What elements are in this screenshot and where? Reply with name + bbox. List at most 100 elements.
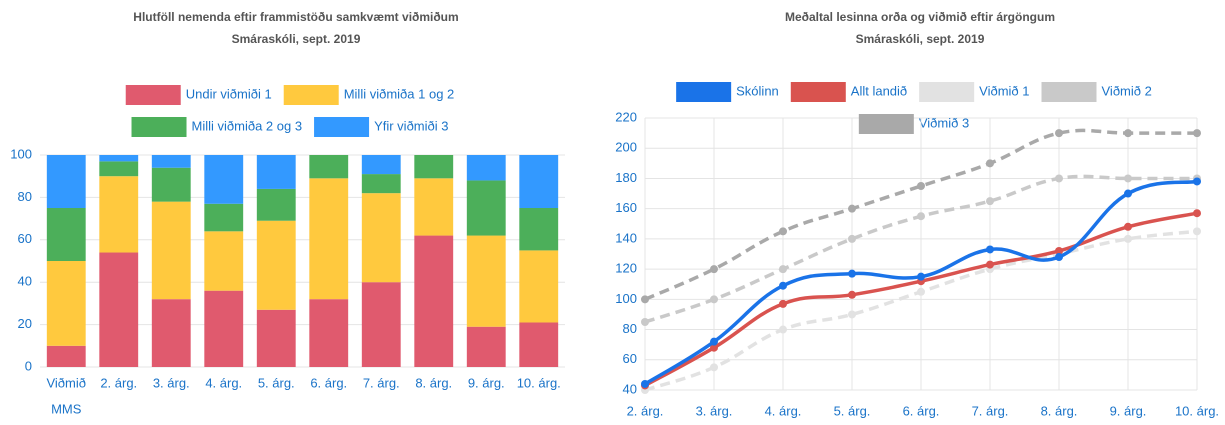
bar-segment (204, 155, 244, 204)
x-tick-label: 6. árg. (903, 403, 940, 418)
bar-segment (204, 203, 244, 232)
x-tick-label: 10. árg. (517, 375, 561, 390)
bar-segment (151, 299, 191, 367)
bar-segment (519, 322, 559, 367)
bar-segment (414, 178, 454, 236)
y-tick-label: 80 (623, 321, 637, 336)
point (848, 204, 856, 213)
point (1055, 246, 1063, 255)
point (779, 281, 787, 290)
point (779, 265, 787, 274)
point (1124, 129, 1132, 138)
point (1124, 174, 1132, 183)
x-tick-label: 3. árg. (153, 375, 190, 390)
point (779, 227, 787, 236)
chart-title: Hlutföll nemenda eftir frammistöðu samkv… (133, 10, 458, 24)
x-tick-label: 7. árg. (972, 403, 1009, 418)
point (848, 269, 856, 278)
y-tick-label: 220 (615, 109, 637, 124)
legend-swatch (283, 85, 339, 105)
chart-title: Meðaltal lesinna orða og viðmið eftir ár… (785, 10, 1055, 24)
bar-segment (519, 208, 559, 251)
point (710, 337, 718, 346)
point (1124, 222, 1132, 231)
chart-subtitle: Smáraskóli, sept. 2019 (856, 32, 985, 46)
point (1055, 253, 1063, 262)
bar-segment (519, 250, 559, 323)
y-tick-label: 160 (615, 200, 637, 215)
point (917, 272, 925, 281)
y-tick-label: 200 (615, 140, 637, 155)
bar-segment (466, 235, 506, 327)
x-tick-label: 9. árg. (1110, 403, 1147, 418)
x-tick-label: 4. árg. (205, 375, 242, 390)
point (986, 159, 994, 168)
chart-subtitle: Smáraskóli, sept. 2019 (232, 32, 361, 46)
y-tick-label: 100 (10, 146, 32, 161)
legend-swatch (125, 85, 181, 105)
x-tick-label: 10. árg. (1175, 403, 1219, 418)
x-tick-label: 7. árg. (363, 375, 400, 390)
y-tick-label: 180 (615, 170, 637, 185)
bar-segment (466, 326, 506, 367)
bar-segment (204, 290, 244, 367)
bar-segment (256, 220, 296, 310)
point (986, 260, 994, 269)
y-tick-label: 80 (18, 189, 32, 204)
bar-segment (414, 235, 454, 367)
bar-segment (46, 208, 86, 261)
legend-label: Viðmið 2 (1102, 83, 1152, 98)
bar-segment (361, 155, 401, 175)
x-tick-label: MMS (51, 401, 82, 416)
legend-label: Undir viðmiði 1 (186, 86, 272, 101)
x-tick-label: 8. árg. (1041, 403, 1078, 418)
point (710, 363, 718, 372)
legend-label: Yfir viðmiði 3 (374, 118, 448, 133)
bar-segment (99, 176, 139, 253)
bar-segment (99, 161, 139, 177)
y-tick-label: 20 (18, 316, 32, 331)
bar-segment (99, 155, 139, 162)
y-tick-label: 40 (623, 381, 637, 396)
point (641, 295, 649, 304)
legend-label: Milli viðmiða 1 og 2 (344, 86, 455, 101)
bar-segment (361, 193, 401, 283)
bar-segment (414, 155, 454, 179)
point (710, 295, 718, 304)
point (641, 379, 649, 388)
legend-swatch (676, 82, 732, 102)
y-tick-label: 40 (18, 274, 32, 289)
x-tick-label: 2. árg. (627, 403, 664, 418)
y-tick-label: 60 (18, 231, 32, 246)
legend-swatch (790, 82, 846, 102)
point (917, 212, 925, 221)
legend-label: Allt landið (851, 83, 907, 98)
bar-segment (46, 345, 86, 367)
point (848, 234, 856, 243)
point (917, 287, 925, 296)
point (641, 318, 649, 326)
point (1055, 129, 1063, 138)
point (1055, 174, 1063, 183)
bar-segment (99, 252, 139, 367)
legend-swatch (1041, 82, 1097, 102)
point (1124, 189, 1132, 198)
bar-segment (309, 299, 349, 367)
bar-segment (466, 155, 506, 181)
legend-swatch (314, 117, 370, 137)
bar-segment (256, 188, 296, 221)
point (917, 182, 925, 190)
legend-label: Skólinn (736, 83, 779, 98)
x-tick-label: 3. árg. (696, 403, 733, 418)
x-tick-label: 9. árg. (468, 375, 505, 390)
legend-swatch (919, 82, 975, 102)
point (710, 343, 718, 352)
bar-segment (361, 174, 401, 194)
bar-segment (309, 155, 349, 179)
legend-label: Milli viðmiða 2 og 3 (192, 118, 303, 133)
point (986, 197, 994, 206)
series-line (644, 128, 1197, 301)
x-tick-label: 6. árg. (310, 375, 347, 390)
x-tick-label: 2. árg. (100, 375, 137, 390)
